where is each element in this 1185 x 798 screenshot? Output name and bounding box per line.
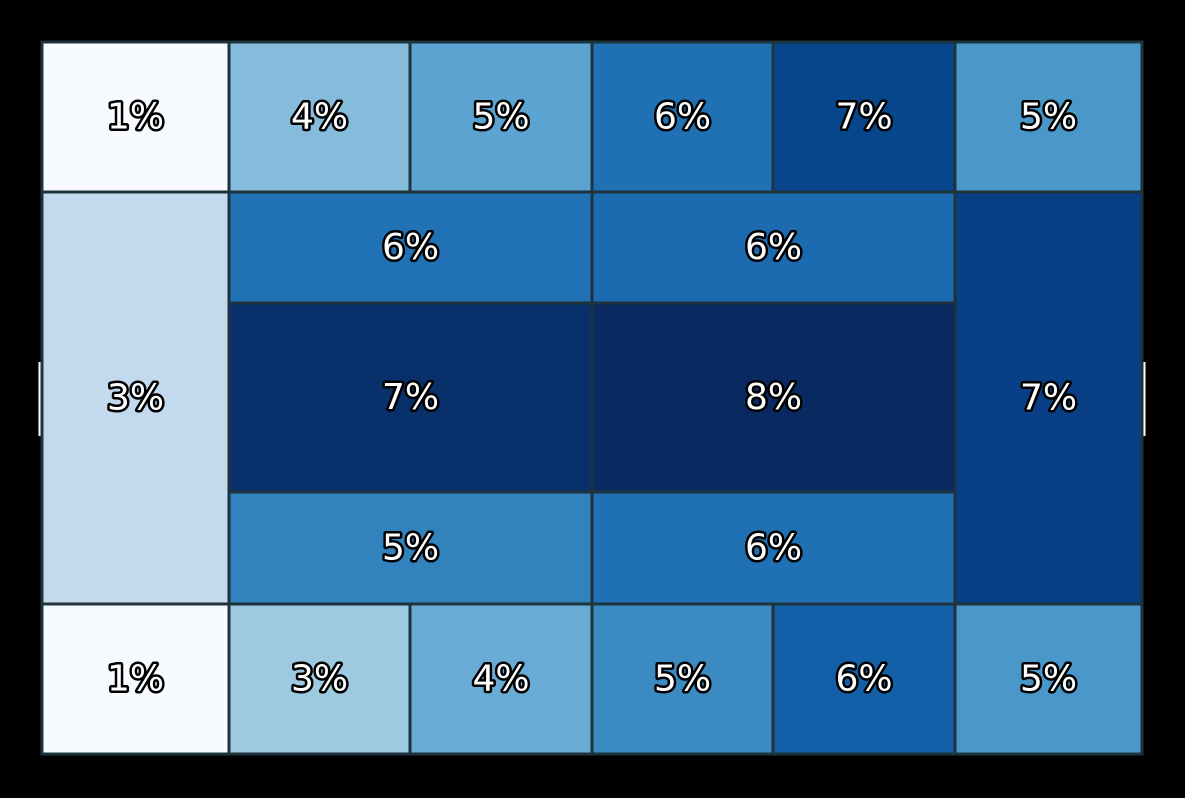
heatmap-cell-label-c-lower-left: 5% [382,528,439,569]
heatmap-cell-r5c2 [227,602,412,756]
heatmap-cell-label-right-mid: 7% [1020,378,1077,419]
heatmap-cell-label-c-middle-right: 8% [745,377,802,418]
heatmap-cell-label-r5c4: 5% [654,659,711,700]
heatmap-cell-label-r1c3: 5% [472,97,529,138]
heatmap-cell-r5c4 [590,602,775,756]
heatmap-cell-label-r1c5: 7% [835,97,892,138]
heatmap-cell-label-r5c6: 5% [1020,659,1077,700]
heatmap-cell-label-r1c1: 1% [107,97,164,138]
heatmap-cell-r5c3 [408,602,594,756]
heatmap-cell-r1c6 [953,40,1144,194]
heatmap-cell-label-c-upper-left: 6% [382,227,439,268]
heatmap-zones: 1% 4% 5% 6% 7% 5% 3% 6% 6% 7% 8% 5% 6% 7% 1% 3% 4% 5% 6% 5% [40,40,1144,756]
heatmap-cell-label-left-mid: 3% [107,378,164,419]
heatmap-cell-label-c-upper-right: 6% [745,227,802,268]
heatmap-cell-label-r5c2: 3% [291,659,348,700]
heatmap-cell-label-r5c5: 6% [835,659,892,700]
heatmap-cell-label-c-middle-left: 7% [382,377,439,418]
heatmap-cell-c-upper-right [590,190,957,305]
heatmap-cell-c-middle-right [590,301,957,494]
heatmap-cell-r5c6 [953,602,1144,756]
heatmap-cell-label-r1c2: 4% [291,97,348,138]
heatmap-cell-c-lower-left [227,490,594,606]
heatmap-cell-label-r5c1: 1% [107,659,164,700]
heatmap-cell-label-r5c3: 4% [472,659,529,700]
heatmap-cell-label-r1c6: 5% [1020,97,1077,138]
heatmap-cell-r1c1 [40,40,231,194]
heatmap-cell-r5c5 [771,602,957,756]
heatmap-cell-right-mid [953,190,1144,606]
heatmap-cell-label-c-lower-right: 6% [745,528,802,569]
heatmap-cell-r5c1 [40,602,231,756]
heatmap-cell-r1c5 [771,40,957,194]
heatmap-cell-label-r1c4: 6% [654,97,711,138]
heatmap-cell-r1c3 [408,40,594,194]
heatmap-cell-c-lower-right [590,490,957,606]
heatmap-cell-r1c4 [590,40,775,194]
